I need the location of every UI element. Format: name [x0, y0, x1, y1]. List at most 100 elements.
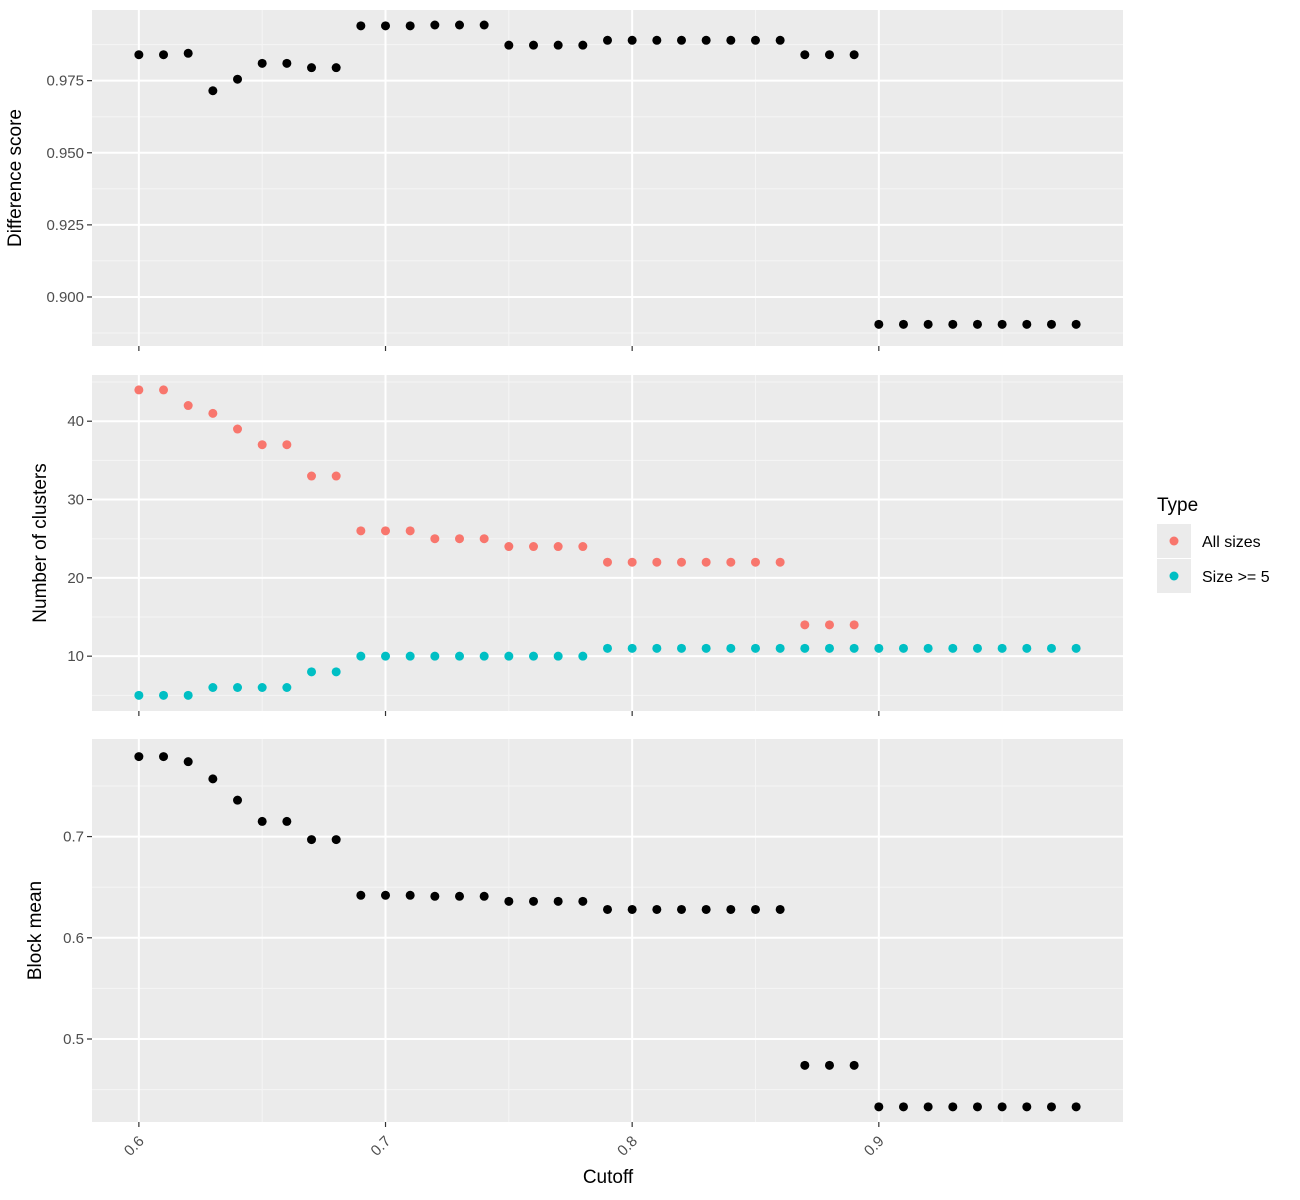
- panel-background: [92, 739, 1123, 1122]
- legend-label-size-5: Size >= 5: [1202, 569, 1270, 586]
- data-point: [307, 471, 317, 481]
- data-point: [159, 50, 169, 60]
- data-point: [430, 891, 440, 901]
- y-tick-label: 40: [67, 413, 84, 430]
- data-point: [701, 557, 711, 567]
- data-point: [652, 643, 662, 653]
- data-point: [627, 904, 637, 914]
- data-point: [405, 890, 415, 900]
- data-point: [307, 835, 317, 845]
- data-point: [874, 1102, 884, 1112]
- data-point: [676, 643, 686, 653]
- data-point: [529, 542, 539, 552]
- series-number-of-clusters-0: [134, 385, 859, 630]
- data-point: [997, 643, 1007, 653]
- data-point: [356, 890, 366, 900]
- data-point: [1022, 319, 1032, 329]
- legend-title: Type: [1157, 495, 1198, 516]
- data-point: [455, 534, 465, 544]
- data-point: [627, 643, 637, 653]
- y-tick-label: 0.975: [46, 73, 84, 90]
- data-point: [1022, 643, 1032, 653]
- data-point: [134, 690, 144, 700]
- data-point: [134, 752, 144, 762]
- data-point: [898, 1102, 908, 1112]
- y-axis-title-number-of-clusters: Number of clusters: [30, 463, 51, 622]
- data-point: [1071, 1102, 1081, 1112]
- data-point: [1022, 1102, 1032, 1112]
- data-point: [824, 1060, 834, 1070]
- data-point: [159, 690, 169, 700]
- data-point: [578, 40, 588, 50]
- data-point: [405, 21, 415, 31]
- data-point: [233, 424, 243, 434]
- x-tick-label: 0.9: [861, 1133, 888, 1160]
- panel-difference-score: 0.900 0.925 0.950 0.975 Difference score: [5, 10, 1123, 351]
- y-tick-label: 0.7: [63, 829, 84, 846]
- data-point: [455, 651, 465, 661]
- data-point: [183, 757, 193, 767]
- data-point: [627, 557, 637, 567]
- data-point: [701, 643, 711, 653]
- data-point: [800, 620, 810, 630]
- data-point: [430, 534, 440, 544]
- data-point: [701, 35, 711, 45]
- y-axis-title-difference-score: Difference score: [5, 109, 26, 247]
- y-axis-title-block-mean: Block mean: [25, 881, 46, 980]
- data-point: [183, 690, 193, 700]
- data-point: [479, 534, 489, 544]
- x-tick-label: 0.6: [121, 1133, 148, 1160]
- data-point: [529, 896, 539, 906]
- data-point: [775, 35, 785, 45]
- data-point: [307, 667, 317, 677]
- data-point: [553, 40, 563, 50]
- data-point: [331, 471, 341, 481]
- facet-panels: 0.900 0.925 0.950 0.975 Difference score 10 20…: [5, 10, 1123, 1160]
- data-point: [775, 904, 785, 914]
- data-point: [257, 683, 267, 693]
- data-point: [233, 683, 243, 693]
- data-point: [504, 896, 514, 906]
- data-point: [529, 40, 539, 50]
- data-point: [381, 21, 391, 31]
- data-point: [479, 20, 489, 30]
- data-point: [849, 620, 859, 630]
- data-point: [233, 795, 243, 805]
- data-point: [849, 50, 859, 60]
- data-point: [652, 904, 662, 914]
- data-point: [923, 1102, 933, 1112]
- data-point: [676, 35, 686, 45]
- data-point: [775, 643, 785, 653]
- x-axis-title: Cutoff: [583, 1167, 634, 1188]
- series-difference-score-0: [134, 20, 1081, 329]
- data-point: [430, 651, 440, 661]
- data-point: [824, 50, 834, 60]
- y-tick-label: 20: [67, 570, 84, 587]
- y-tick-label: 10: [67, 648, 84, 665]
- data-point: [257, 58, 267, 68]
- data-point: [652, 557, 662, 567]
- panel-number-of-clusters: 10 20 30 40 Number of clusters: [30, 375, 1123, 716]
- data-point: [331, 667, 341, 677]
- data-point: [356, 526, 366, 536]
- data-point: [282, 683, 292, 693]
- data-point: [331, 835, 341, 845]
- data-point: [282, 440, 292, 450]
- y-tick-label: 0.950: [46, 145, 84, 162]
- data-point: [972, 319, 982, 329]
- legend: Type All sizes Size >= 5: [1157, 495, 1270, 593]
- data-point: [775, 557, 785, 567]
- y-tick-label: 0.925: [46, 217, 84, 234]
- data-point: [356, 21, 366, 31]
- series-number-of-clusters-1: [134, 643, 1081, 700]
- data-point: [578, 896, 588, 906]
- data-point: [405, 526, 415, 536]
- data-point: [578, 542, 588, 552]
- y-tick-label: 0.900: [46, 289, 84, 306]
- panel-background: [92, 375, 1123, 711]
- data-point: [923, 319, 933, 329]
- data-point: [504, 40, 514, 50]
- series-block-mean-0: [134, 752, 1081, 1112]
- data-point: [603, 904, 612, 914]
- data-point: [282, 816, 292, 826]
